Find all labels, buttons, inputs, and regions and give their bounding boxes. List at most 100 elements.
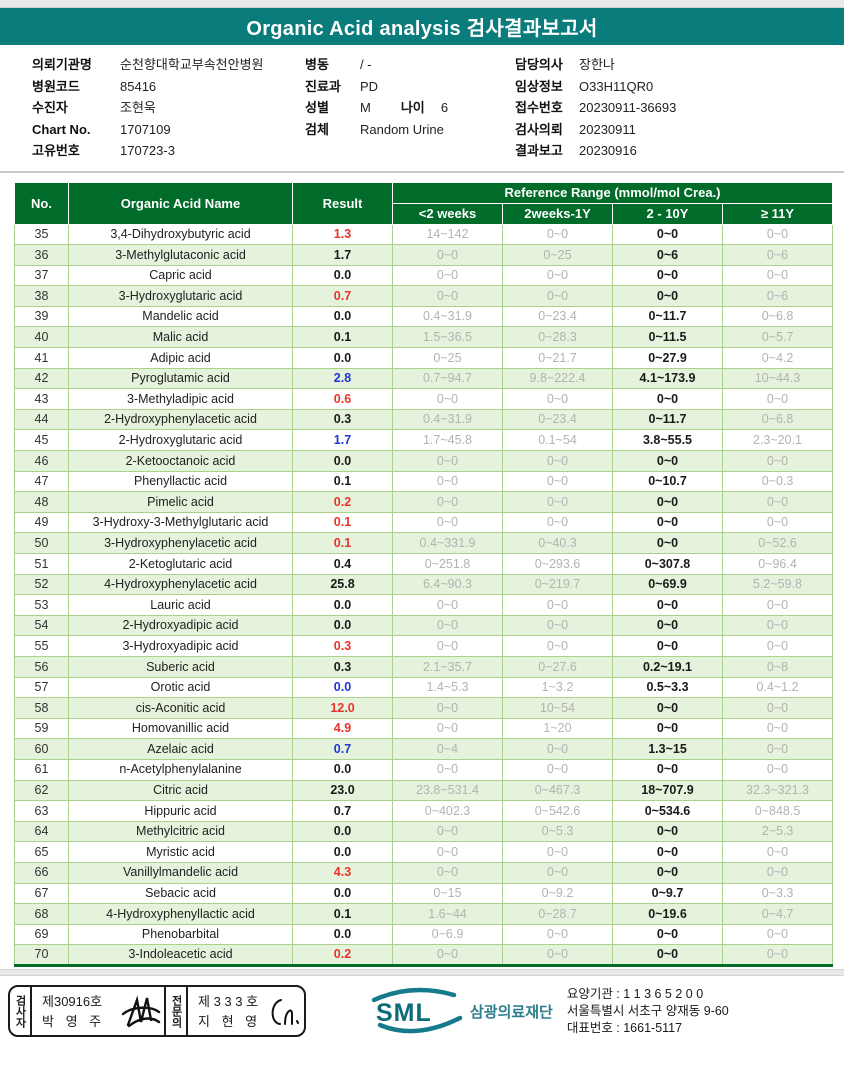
row-number: 69 bbox=[14, 923, 69, 946]
ref-range-under2w: 0~25 bbox=[392, 347, 503, 369]
acid-name: 2-Hydroxyphenylacetic acid bbox=[68, 408, 293, 431]
ref-range-2w-1y: 0~0 bbox=[502, 923, 613, 946]
acid-name: Homovanillic acid bbox=[68, 717, 293, 740]
ref-range-2-10y: 0~0 bbox=[612, 511, 723, 534]
result-value: 0.1 bbox=[292, 532, 393, 554]
info-row: 접수번호 20230911-36693 bbox=[515, 97, 835, 119]
row-number: 50 bbox=[14, 532, 69, 554]
results-table: No. Organic Acid Name Result Reference R… bbox=[14, 181, 834, 967]
result-value: 0.0 bbox=[292, 450, 393, 472]
ref-range-2-10y: 1.3~15 bbox=[612, 738, 723, 760]
ref-range-under2w: 2.1~35.7 bbox=[392, 655, 503, 678]
ref-range-2-10y: 0~11.5 bbox=[612, 326, 723, 349]
ref-range-11y-up: 0~5.7 bbox=[721, 326, 834, 349]
ref-range-2w-1y: 0~293.6 bbox=[502, 553, 613, 575]
header-age-11y-up: ≥ 11Y bbox=[721, 202, 834, 225]
result-row: 55 3-Hydroxyadipic acid 0.3 0~0 0~0 0~0 0~0 bbox=[14, 635, 834, 657]
info-value: 장한나 bbox=[579, 57, 615, 72]
ref-range-under2w: 0~0 bbox=[392, 841, 503, 863]
row-number: 41 bbox=[14, 347, 69, 369]
info-row: 임상정보 O33H11QR0 bbox=[515, 76, 835, 98]
info-label: 담당의사 bbox=[515, 57, 563, 72]
ref-range-2w-1y: 0~0 bbox=[502, 223, 613, 246]
examiner-signature-icon bbox=[121, 995, 161, 1028]
result-row: 50 3-Hydroxyphenylacetic acid 0.1 0.4~331.9… bbox=[14, 532, 834, 554]
info-row: 병원코드 85416 bbox=[32, 76, 305, 98]
lab-address-block: 요양기관 : 1 1 3 6 5 2 0 0 서울특별시 서초구 양재동 9-6… bbox=[567, 986, 729, 1037]
result-value: 0.0 bbox=[292, 758, 393, 781]
ref-range-2-10y: 0~0 bbox=[612, 923, 723, 946]
row-number: 65 bbox=[14, 841, 69, 863]
ref-range-under2w: 14~142 bbox=[392, 223, 503, 246]
result-value: 0.6 bbox=[292, 388, 393, 410]
ref-range-11y-up: 2~5.3 bbox=[721, 820, 834, 843]
ref-range-11y-up: 0~6 bbox=[721, 285, 834, 307]
ref-range-under2w: 0~15 bbox=[392, 882, 503, 905]
row-number: 57 bbox=[14, 676, 69, 699]
result-row: 45 2-Hydroxyglutaric acid 1.7 1.7~45.8 0.1~5… bbox=[14, 429, 834, 452]
row-number: 58 bbox=[14, 697, 69, 719]
ref-range-11y-up: 0~0.3 bbox=[721, 470, 834, 493]
acid-name: 2-Ketoglutaric acid bbox=[68, 553, 293, 575]
acid-name: Sebacic acid bbox=[68, 882, 293, 905]
ref-range-under2w: 0~0 bbox=[392, 820, 503, 843]
acid-name: 3-Methyladipic acid bbox=[68, 388, 293, 410]
ref-range-11y-up: 0~4.2 bbox=[721, 347, 834, 369]
info-label: 검체 bbox=[305, 121, 329, 137]
acid-name: Hippuric acid bbox=[68, 800, 293, 822]
acid-name: Malic acid bbox=[68, 326, 293, 349]
ref-range-2-10y: 0~0 bbox=[612, 491, 723, 513]
acid-name: 3-Hydroxyadipic acid bbox=[68, 635, 293, 657]
ref-range-2-10y: 3.8~55.5 bbox=[612, 429, 723, 452]
ref-range-2w-1y: 0~9.2 bbox=[502, 882, 613, 905]
result-row: 37 Capric acid 0.0 0~0 0~0 0~0 0~0 bbox=[14, 264, 834, 287]
acid-name: Lauric acid bbox=[68, 594, 293, 616]
result-value: 0.7 bbox=[292, 738, 393, 760]
ref-range-2w-1y: 0~0 bbox=[502, 861, 613, 884]
sml-logo-icon: SML bbox=[371, 988, 463, 1034]
result-row: 56 Suberic acid 0.3 2.1~35.7 0~27.6 0.2~19.1 0… bbox=[14, 655, 834, 678]
info-value: 20230911 bbox=[579, 121, 636, 137]
result-value: 0.0 bbox=[292, 305, 393, 328]
ref-range-2w-1y: 0~28.7 bbox=[502, 903, 613, 925]
info-row: 수진자 조현욱 bbox=[32, 97, 305, 119]
ref-range-under2w: 0.4~31.9 bbox=[392, 305, 503, 328]
ref-range-under2w: 0~0 bbox=[392, 635, 503, 657]
row-number: 42 bbox=[14, 367, 69, 390]
info-value: 20230911-36693 bbox=[579, 100, 677, 115]
ref-range-under2w: 0~0 bbox=[392, 285, 503, 307]
acid-name: 3-Hydroxyglutaric acid bbox=[68, 285, 293, 307]
row-number: 40 bbox=[14, 326, 69, 349]
ref-range-11y-up: 0.4~1.2 bbox=[721, 676, 834, 699]
ref-range-11y-up: 32.3~321.3 bbox=[721, 779, 834, 802]
ref-range-11y-up: 0~4.7 bbox=[721, 903, 834, 925]
result-row: 67 Sebacic acid 0.0 0~15 0~9.2 0~9.7 0~3.3 bbox=[14, 882, 834, 905]
result-value: 2.8 bbox=[292, 367, 393, 390]
examiner-cert-number: 제30916호 bbox=[42, 994, 103, 1010]
ref-range-11y-up: 0~6.8 bbox=[721, 408, 834, 431]
result-row: 44 2-Hydroxyphenylacetic acid 0.3 0.4~31.9 0… bbox=[14, 408, 834, 431]
ref-range-2w-1y: 0~219.7 bbox=[502, 573, 613, 596]
result-row: 41 Adipic acid 0.0 0~25 0~21.7 0~27.9 0~4.2 bbox=[14, 347, 834, 369]
ref-range-11y-up: 0~0 bbox=[721, 717, 834, 740]
result-row: 62 Citric acid 23.0 23.8~531.4 0~467.3 18~707… bbox=[14, 779, 834, 802]
info-column: 병동 / - 진료과 PD 성별 M 나이 6 검체 Random Urine bbox=[305, 54, 515, 162]
specialist-signature-icon bbox=[271, 999, 299, 1026]
info-label: 의뢰기관명 bbox=[32, 57, 92, 72]
row-number: 59 bbox=[14, 717, 69, 740]
ref-range-under2w: 0~0 bbox=[392, 388, 503, 410]
specialist-name: 지 현 영 bbox=[198, 1014, 262, 1030]
section-divider bbox=[0, 170, 844, 173]
ref-range-2-10y: 0~27.9 bbox=[612, 347, 723, 369]
ref-range-2w-1y: 0~467.3 bbox=[502, 779, 613, 802]
lab-brand: SML 삼광의료재단 bbox=[362, 987, 553, 1035]
info-column: 담당의사 장한나 임상정보 O33H11QR0 접수번호 20230911-36693 검사… bbox=[515, 54, 835, 162]
ref-range-under2w: 1.6~44 bbox=[392, 903, 503, 925]
ref-range-under2w: 0.4~331.9 bbox=[392, 532, 503, 554]
result-value: 0.2 bbox=[292, 491, 393, 513]
ref-range-under2w: 0~0 bbox=[392, 491, 503, 513]
row-number: 53 bbox=[14, 594, 69, 616]
ref-range-2-10y: 0~0 bbox=[612, 758, 723, 781]
ref-range-11y-up: 0~0 bbox=[721, 697, 834, 719]
ref-range-2w-1y: 1~3.2 bbox=[502, 676, 613, 699]
